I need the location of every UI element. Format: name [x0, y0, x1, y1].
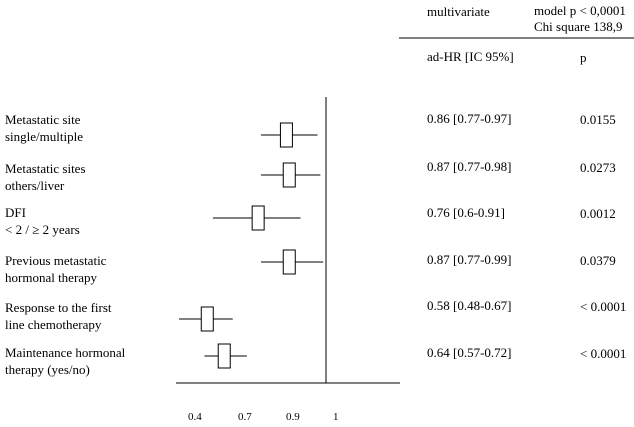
model-p-value: model p < 0,0001	[534, 3, 626, 18]
row-label-line: Response to the first	[5, 300, 112, 315]
x-tick-label: 0.7	[238, 411, 252, 423]
row-label: Metastatic site single/multiple	[5, 112, 83, 145]
column-header-hr: ad-HR [IC 95%]	[427, 49, 514, 64]
row-label-line: DFI	[5, 205, 26, 220]
hr-ci-value: 0.86 [0.77-0.97]	[427, 111, 512, 126]
row-label-line: Metastatic sites	[5, 161, 86, 176]
row-label: Maintenance hormonal therapy (yes/no)	[5, 345, 125, 378]
x-tick-label: 0.9	[286, 411, 300, 423]
p-value: 0.0273	[580, 160, 616, 175]
hr-point-box	[200, 306, 214, 332]
row-label-line: Previous metastatic	[5, 253, 107, 268]
row-label-line: therapy (yes/no)	[5, 361, 90, 377]
row-label-line: < 2 / ≥ 2 years	[5, 221, 80, 237]
row-label: DFI < 2 / ≥ 2 years	[5, 205, 80, 238]
hr-ci-value: 0.87 [0.77-0.98]	[427, 159, 512, 174]
x-tick-label: 0.4	[188, 411, 202, 423]
x-tick-label: 1	[333, 411, 339, 423]
p-value: < 0.0001	[580, 346, 627, 361]
row-label-line: single/multiple	[5, 128, 83, 144]
row-label-line: others/liver	[5, 177, 65, 193]
hr-ci-value: 0.87 [0.77-0.99]	[427, 252, 512, 267]
p-value: 0.0155	[580, 112, 616, 127]
row-label-line: hormonal therapy	[5, 269, 98, 285]
row-label-line: Maintenance hormonal	[5, 345, 126, 360]
hr-point-box	[251, 205, 265, 231]
hr-point-box	[282, 249, 296, 275]
p-value: 0.0379	[580, 253, 616, 268]
hr-ci-value: 0.76 [0.6-0.91]	[427, 205, 505, 220]
column-header-p: p	[580, 50, 587, 65]
hr-ci-value: 0.58 [0.48-0.67]	[427, 298, 512, 313]
p-value: < 0.0001	[580, 299, 627, 314]
row-label-line: Metastatic site	[5, 112, 81, 127]
chi-square-value: Chi square 138,9	[534, 19, 623, 34]
p-value: 0.0012	[580, 206, 616, 221]
hr-ci-value: 0.64 [0.57-0.72]	[427, 345, 512, 360]
hr-point-box	[282, 162, 296, 188]
row-label: Previous metastatic hormonal therapy	[5, 253, 106, 286]
row-label: Metastatic sites others/liver	[5, 161, 86, 194]
analysis-label: multivariate	[427, 4, 490, 19]
hr-point-box	[279, 122, 293, 148]
row-label-line: line chemotherapy	[5, 316, 102, 332]
row-label: Response to the first line chemotherapy	[5, 300, 112, 333]
hr-point-box	[217, 343, 231, 369]
